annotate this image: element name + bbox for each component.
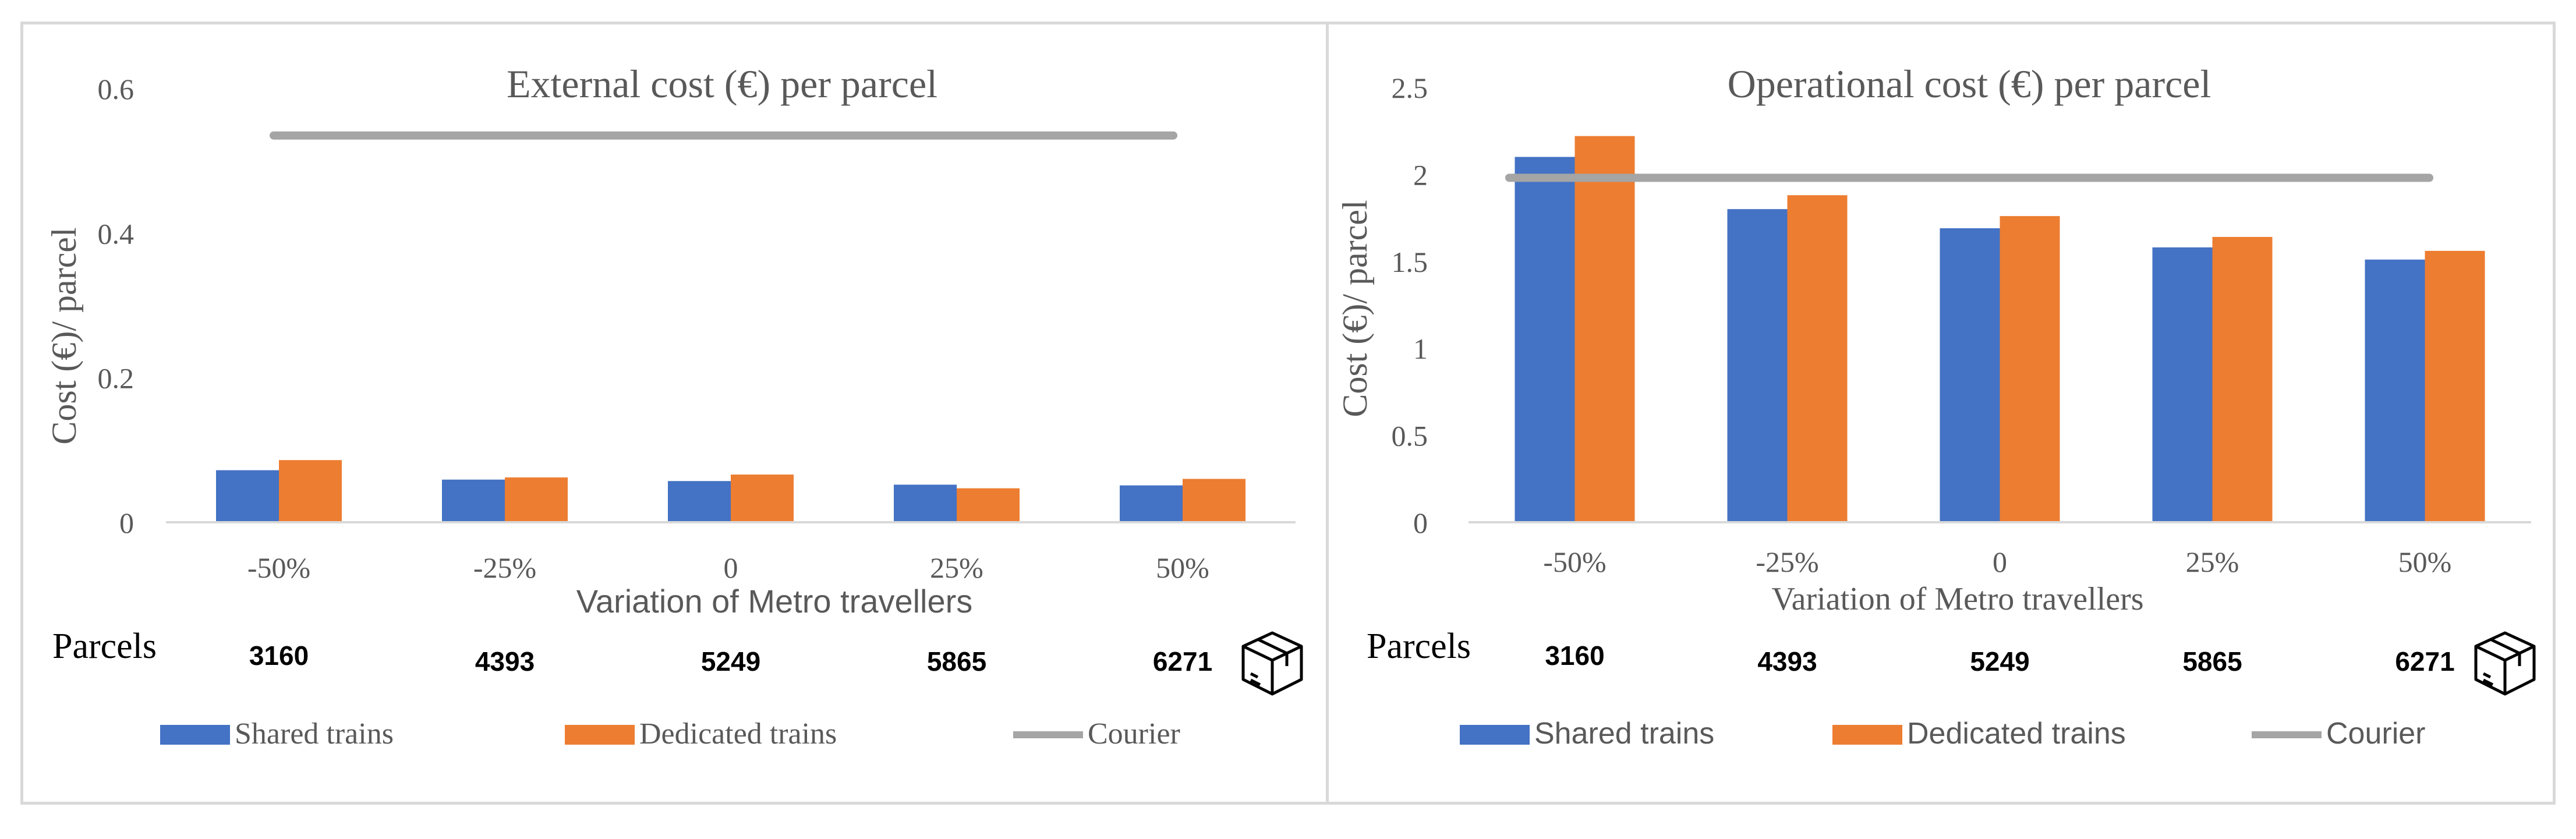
shared-trains-bar: [216, 470, 279, 522]
x-tick-label: 50%: [1156, 551, 1209, 584]
y-axis-label: Cost (€)/ parcel: [45, 227, 83, 444]
x-tick-label: -50%: [247, 551, 310, 584]
x-tick-label: -25%: [1756, 546, 1818, 578]
legend-swatch: [160, 725, 230, 745]
shared-trains-bar: [2365, 259, 2425, 522]
y-tick-label: 0.5: [1392, 420, 1428, 452]
parcel-count: 5865: [927, 646, 986, 677]
parcel-count: 5249: [1970, 646, 2029, 677]
dedicated-trains-bar: [2425, 250, 2485, 522]
parcel-count: 6271: [1153, 646, 1212, 677]
x-tick-label: -25%: [473, 551, 536, 584]
y-axis-label: Cost (€)/ parcel: [1336, 200, 1374, 417]
chart-title: Operational cost (€) per parcel: [1728, 62, 2211, 106]
shared-trains-bar: [894, 484, 957, 522]
shared-trains-bar: [1515, 157, 1575, 522]
x-tick-label: 0: [724, 551, 738, 584]
y-tick-label: 0.6: [98, 73, 135, 105]
legend-label: Courier: [1088, 717, 1180, 751]
x-tick-label: 25%: [2186, 546, 2239, 578]
package-box-icon: [1241, 631, 1303, 696]
x-tick-label: 25%: [930, 551, 983, 584]
external-cost-chart-panel: External cost (€) per parcel Cost (€)/ p…: [20, 22, 1329, 805]
parcel-count: 3160: [1545, 640, 1604, 671]
dedicated-trains-bar: [1787, 195, 1848, 523]
x-tick-label: -50%: [1543, 546, 1606, 578]
legend-swatch: [1460, 725, 1530, 745]
external-cost-chart: External cost (€) per parcel Cost (€)/ p…: [45, 62, 1303, 751]
parcel-count: 4393: [475, 646, 535, 677]
y-tick-label: 2.5: [1392, 72, 1428, 104]
y-tick-label: 0: [119, 507, 134, 539]
parcels-label: Parcels: [1367, 626, 1471, 666]
shared-trains-bar: [1120, 485, 1183, 522]
parcel-count: 4393: [1757, 646, 1817, 677]
y-tick-label: 0.2: [98, 362, 135, 395]
package-box-icon: [2474, 631, 2536, 696]
y-tick-label: 1: [1413, 332, 1428, 365]
legend-label: Dedicated trains: [1907, 717, 2126, 751]
y-tick-label: 1.5: [1392, 246, 1428, 278]
parcels-label: Parcels: [52, 626, 157, 666]
legend-label: Shared trains: [1534, 717, 1714, 751]
dedicated-trains-bar: [505, 477, 568, 522]
shared-trains-bar: [2152, 247, 2213, 522]
chart-title: External cost (€) per parcel: [507, 62, 937, 106]
dedicated-trains-bar: [1574, 136, 1635, 522]
shared-trains-bar: [1940, 228, 2000, 522]
dedicated-trains-bar: [2212, 236, 2273, 522]
x-tick-label: 50%: [2398, 546, 2452, 578]
x-axis-label: Variation of Metro travellers: [1771, 581, 2143, 617]
parcel-count: 3160: [249, 640, 309, 671]
dedicated-trains-bar: [731, 475, 794, 522]
parcel-count: 5249: [701, 646, 760, 677]
dedicated-trains-bar: [279, 460, 342, 522]
y-tick-label: 0: [1413, 507, 1428, 539]
y-tick-label: 0.4: [98, 217, 135, 250]
parcel-count: 5865: [2182, 646, 2242, 677]
legend-label: Shared trains: [235, 717, 394, 751]
x-axis-label: Variation of Metro travellers: [576, 583, 973, 619]
y-tick-label: 2: [1413, 158, 1428, 191]
legend-label: Dedicated trains: [639, 717, 837, 751]
operational-cost-chart-panel: Operational cost (€) per parcel Cost (€)…: [1326, 22, 2556, 805]
x-tick-label: 0: [1993, 546, 2007, 578]
dedicated-trains-bar: [1183, 479, 1245, 522]
legend-swatch: [565, 725, 635, 745]
parcel-count: 6271: [2395, 646, 2454, 677]
operational-cost-chart: Operational cost (€) per parcel Cost (€)…: [1336, 62, 2536, 751]
dedicated-trains-bar: [2000, 216, 2060, 522]
legend-swatch: [1832, 725, 1902, 745]
shared-trains-bar: [442, 479, 505, 522]
legend-label: Courier: [2326, 717, 2426, 751]
shared-trains-bar: [668, 481, 731, 522]
dedicated-trains-bar: [957, 488, 1020, 522]
shared-trains-bar: [1727, 209, 1788, 522]
